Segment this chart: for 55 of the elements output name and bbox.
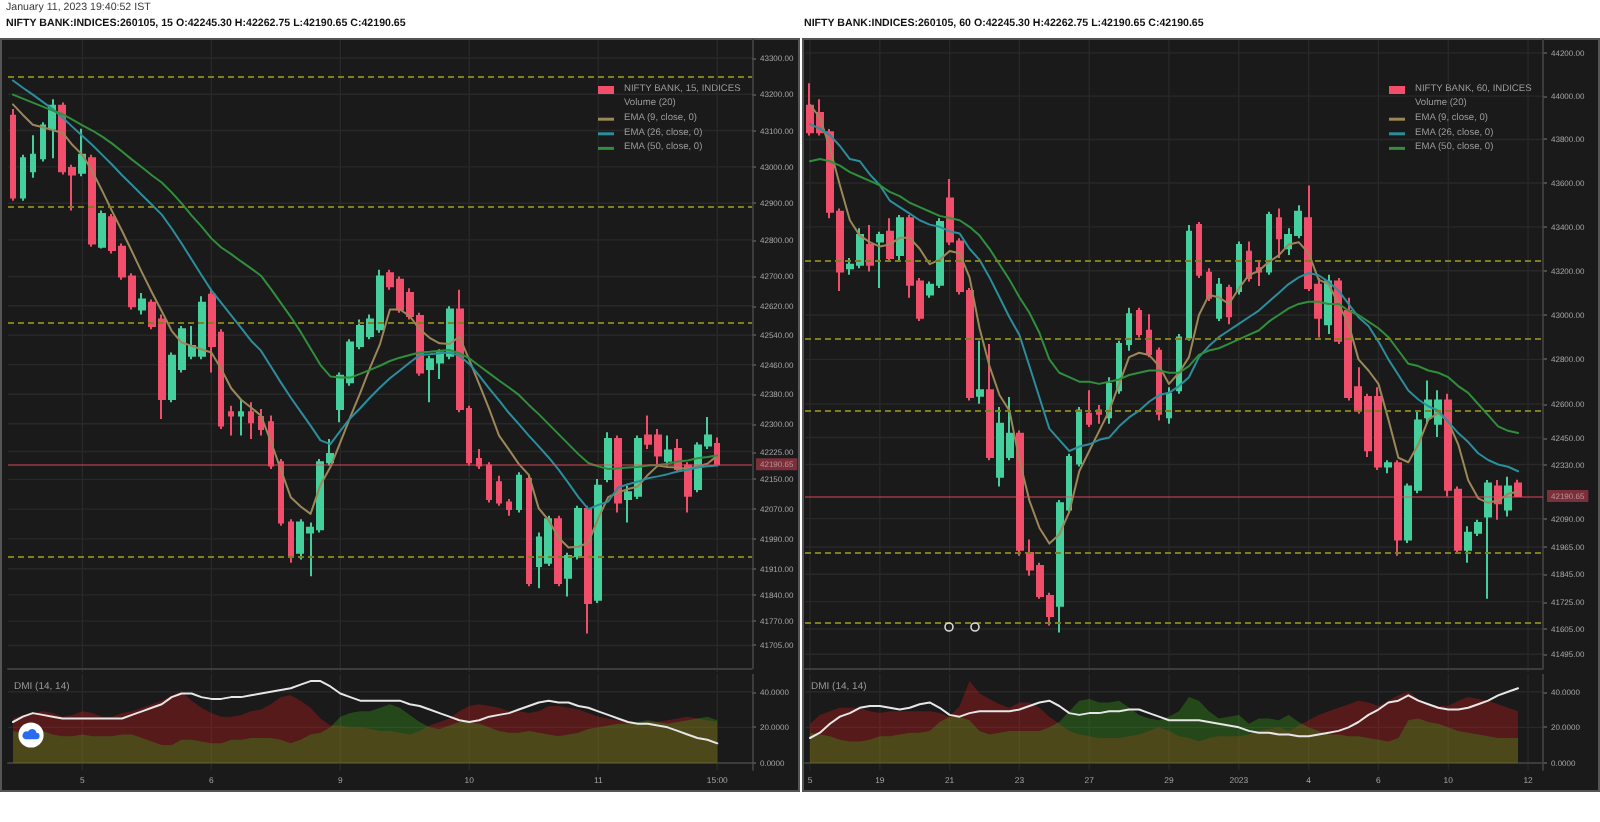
candlestick bbox=[516, 471, 522, 514]
candlestick bbox=[664, 434, 672, 467]
candlestick bbox=[78, 127, 86, 178]
candlestick bbox=[1514, 478, 1522, 497]
candlestick bbox=[1394, 459, 1402, 557]
candlestick bbox=[98, 209, 106, 250]
candlestick bbox=[594, 477, 602, 605]
candlestick bbox=[1216, 277, 1222, 322]
candlestick bbox=[1504, 475, 1512, 518]
candlestick bbox=[88, 153, 96, 248]
candlestick bbox=[138, 291, 146, 316]
candlestick bbox=[1166, 386, 1172, 425]
candlestick bbox=[976, 339, 984, 405]
candlestick bbox=[614, 434, 622, 514]
candlestick bbox=[278, 457, 284, 527]
candlestick bbox=[486, 461, 492, 504]
candlestick bbox=[1384, 459, 1392, 475]
candlestick bbox=[584, 504, 592, 635]
candlestick bbox=[1196, 221, 1202, 280]
line-series bbox=[808, 123, 1520, 473]
candlestick bbox=[604, 431, 612, 484]
candlestick bbox=[876, 230, 884, 290]
candlestick bbox=[506, 498, 512, 517]
candlestick bbox=[248, 401, 254, 440]
candlestick bbox=[496, 474, 502, 507]
line-series bbox=[808, 158, 1520, 435]
candlestick bbox=[1146, 313, 1152, 359]
candlestick bbox=[886, 217, 894, 263]
candlestick bbox=[1226, 283, 1232, 326]
candlestick bbox=[1494, 479, 1502, 521]
candlestick bbox=[10, 108, 16, 202]
candlestick bbox=[1136, 306, 1142, 339]
candlestick bbox=[866, 224, 874, 273]
candlestick bbox=[1484, 479, 1492, 600]
candlestick bbox=[896, 213, 904, 263]
candlestick bbox=[1086, 389, 1092, 429]
candlestick bbox=[238, 397, 244, 437]
candlestick bbox=[1076, 406, 1082, 468]
candlestick bbox=[476, 447, 482, 470]
candlestick bbox=[1206, 267, 1212, 303]
line-series bbox=[808, 103, 1520, 545]
candlestick bbox=[228, 404, 234, 437]
candlestick bbox=[526, 474, 532, 588]
candlestick bbox=[1016, 429, 1024, 557]
candlestick bbox=[554, 514, 562, 588]
candlestick bbox=[1186, 224, 1192, 342]
line-series bbox=[11, 680, 719, 745]
candlestick bbox=[986, 343, 994, 462]
candlestick bbox=[1266, 210, 1272, 276]
candlestick bbox=[30, 134, 36, 179]
candlestick bbox=[1276, 207, 1282, 260]
candlestick bbox=[288, 518, 294, 564]
candlestick bbox=[1126, 306, 1132, 352]
line-series bbox=[808, 687, 1520, 739]
candlestick bbox=[20, 153, 26, 202]
